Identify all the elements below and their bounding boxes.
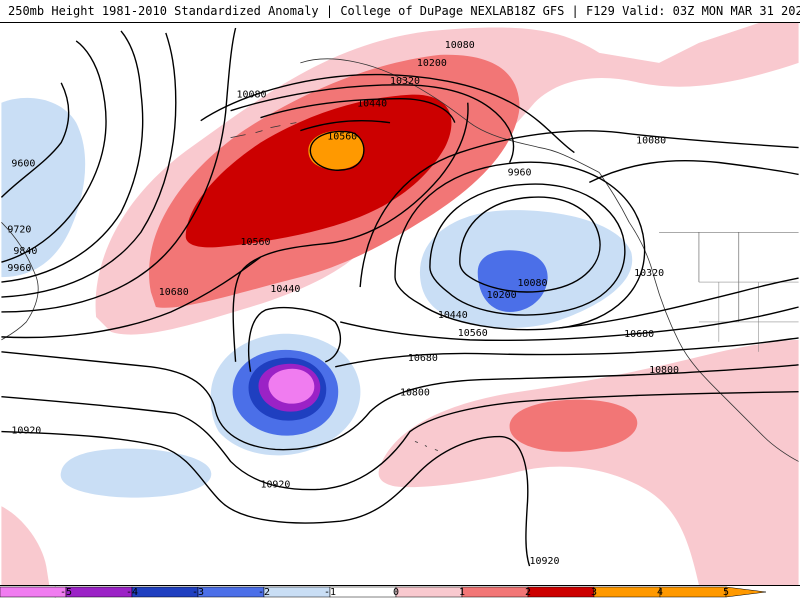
contour-10560-mid xyxy=(232,102,469,362)
colorbar-tick-label: 5 xyxy=(723,587,729,598)
contour-label: 10080 xyxy=(636,136,666,147)
contour-label: 10560 xyxy=(327,132,357,143)
contour-label: 10440 xyxy=(438,310,468,321)
colorbar-tick-label: 0 xyxy=(393,587,399,598)
contour-10080-coast xyxy=(589,160,799,184)
colorbar-tick-label: 1 xyxy=(459,587,465,598)
contour-label: 10200 xyxy=(487,290,517,301)
colorbar-segment xyxy=(263,586,331,598)
contour-label: 10080 xyxy=(445,40,475,51)
colorbar-segment xyxy=(197,586,265,598)
coastline-west-edge xyxy=(1,222,39,341)
pos-anomaly-mid-south xyxy=(509,399,638,452)
contour-10320-top xyxy=(260,98,456,123)
contour-label: 10200 xyxy=(417,58,447,69)
contour-label: 9960 xyxy=(508,167,532,178)
contour-label: 10680 xyxy=(624,329,654,340)
contour-label: 9600 xyxy=(11,158,35,169)
colorbar-segment xyxy=(131,586,199,598)
neg-anomaly-light-west xyxy=(1,97,86,278)
contour-label: 10800 xyxy=(649,365,679,376)
contour-label: 9840 xyxy=(13,246,37,257)
pos-anomaly-peak-north xyxy=(308,130,365,170)
colorbar-tick-label: 2 xyxy=(525,587,531,598)
contour-10800-mid xyxy=(1,390,799,491)
contour-label: 9960 xyxy=(7,263,31,274)
contour-label: 10440 xyxy=(357,99,387,110)
contour-label: 9720 xyxy=(7,224,31,235)
contour-10320-east-lower xyxy=(559,277,799,329)
contour-10560-top xyxy=(309,130,365,171)
contour-label: 10920 xyxy=(530,556,560,567)
colorbar-segment xyxy=(329,586,397,598)
contour-9600-left xyxy=(0,82,70,198)
colorbar-tick-label: -4 xyxy=(126,587,138,598)
contour-label: 10080 xyxy=(237,90,267,101)
contour-9720-left xyxy=(1,40,107,263)
right-title: 18Z GFS | F129 Valid: 03Z MON MAR 31 202… xyxy=(513,4,800,18)
contour-labels: 1008010200103201044010560100809600972098… xyxy=(7,40,679,567)
pos-anomaly-light-south xyxy=(378,339,799,585)
colorbar-tick-label: -2 xyxy=(258,587,270,598)
colorbar-segment xyxy=(593,586,661,598)
contour-label: 10560 xyxy=(458,328,488,339)
contour-10440-top xyxy=(300,120,391,132)
coastline-aleutians xyxy=(230,122,297,138)
contour-10080-east xyxy=(429,183,626,316)
neg-anomaly-mid-east xyxy=(477,250,548,312)
colorbar-segment xyxy=(659,586,727,598)
contour-10680-left xyxy=(1,256,261,339)
title-bar: 250mb Height 1981-2010 Standardized Anom… xyxy=(0,0,800,22)
contour-label: 10560 xyxy=(241,237,271,248)
contour-10440-mid xyxy=(247,307,342,372)
contour-10200-top xyxy=(230,84,515,163)
contour-label: 10920 xyxy=(260,479,290,490)
contour-label: 10320 xyxy=(390,76,420,87)
contour-label: 10080 xyxy=(518,278,548,289)
colorbar-segment xyxy=(0,586,67,598)
anomaly-fills xyxy=(1,23,799,585)
colorbar-tick-label: 4 xyxy=(657,587,663,598)
contour-9840-left xyxy=(1,30,144,283)
colorbar-segment xyxy=(65,586,133,598)
contour-10560-south xyxy=(335,337,799,368)
pos-anomaly-strong-north xyxy=(185,94,452,248)
colorbar: -5 -4 -3 -2 -1 0 1 2 3 4 5 xyxy=(0,586,767,598)
contour-10680-mid xyxy=(1,351,799,451)
height-contours xyxy=(0,27,799,567)
contour-10920-left xyxy=(1,430,531,567)
contour-10080-left xyxy=(1,27,237,313)
contour-10320-coast xyxy=(359,130,799,288)
colorbar-tick-label: -3 xyxy=(192,587,204,598)
colorbar-tick-label: -5 xyxy=(60,587,72,598)
contour-9960-east xyxy=(459,196,601,293)
colorbar-segment xyxy=(461,586,529,598)
border-canada-us xyxy=(659,231,799,322)
contour-9960-left xyxy=(1,32,177,298)
colorbar-segment xyxy=(527,586,595,598)
contour-label: 10800 xyxy=(400,388,430,399)
colorbar-tick-label: -1 xyxy=(324,587,336,598)
border-states xyxy=(698,281,799,352)
contour-label: 10680 xyxy=(408,353,438,364)
anomaly-map: 1008010200103201044010560100809600972098… xyxy=(0,22,800,586)
neg-anomaly-light-southwest xyxy=(60,448,212,498)
colorbar-segment xyxy=(395,586,463,598)
contour-label: 10920 xyxy=(11,426,41,437)
neg-anomaly-peak-low xyxy=(268,368,315,404)
contour-label: 10320 xyxy=(634,268,664,279)
colorbar-tick-label: 3 xyxy=(591,587,597,598)
hawaii-islands xyxy=(414,441,438,451)
contour-label: 10680 xyxy=(159,287,189,298)
left-title: 250mb Height 1981-2010 Standardized Anom… xyxy=(8,4,514,18)
contour-10200-east xyxy=(394,161,646,331)
contour-10080-top xyxy=(200,73,575,154)
pos-anomaly-light-sw-corner xyxy=(1,506,50,585)
contour-10440-south xyxy=(340,306,799,341)
coastline-nw-america xyxy=(598,172,799,462)
contour-label: 10440 xyxy=(270,284,300,295)
colorbar-arrow-right xyxy=(725,586,767,598)
